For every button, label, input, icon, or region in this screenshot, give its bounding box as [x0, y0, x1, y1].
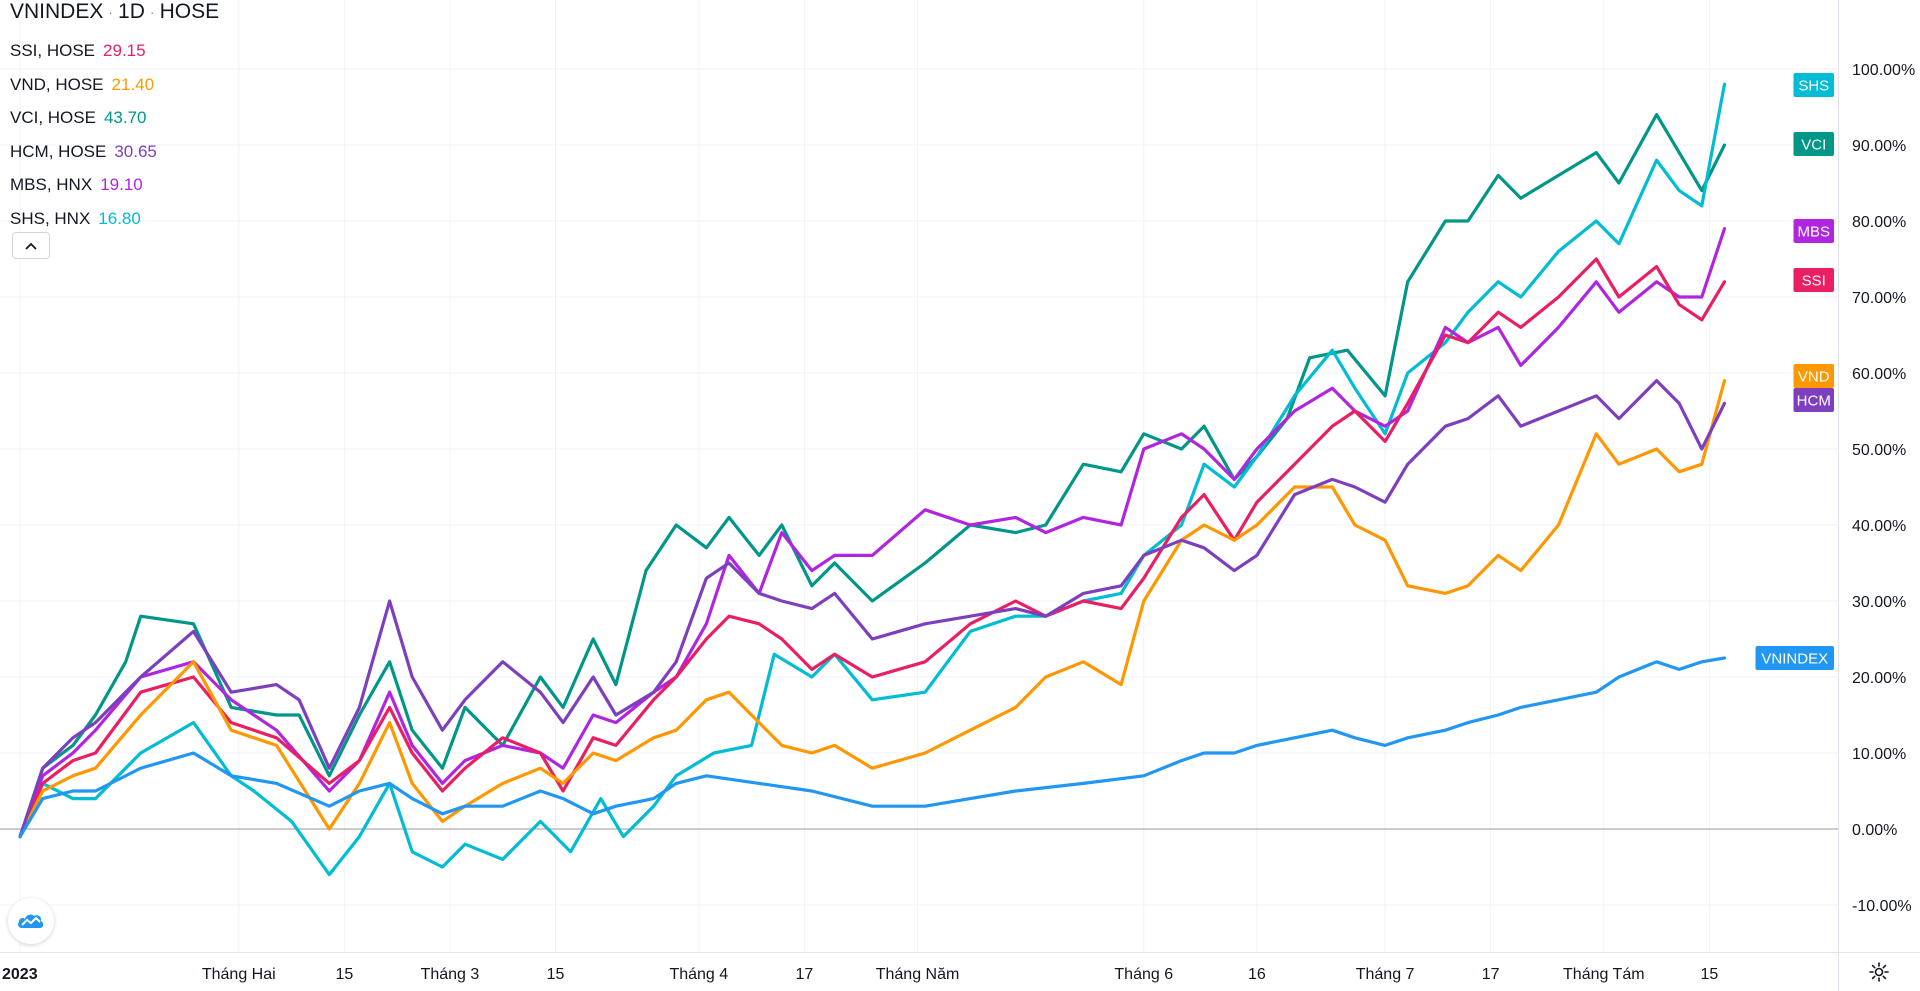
- y-tick-label: 60.00%: [1852, 366, 1906, 383]
- series-line-ssi: [18, 257, 1727, 839]
- series-end-label-bg-vci: [1793, 132, 1834, 156]
- separator-dot: ·: [149, 4, 155, 21]
- cloud-logo-icon: [18, 914, 44, 928]
- series-end-label-bg-ssi: [1793, 268, 1834, 292]
- x-tick-label: Tháng 4: [669, 966, 728, 983]
- series-end-label-ssi: SSI: [1802, 273, 1826, 290]
- x-tick-label: 2023: [2, 966, 38, 983]
- series-line-shs: [18, 82, 1727, 877]
- series-end-label-shs: SHS: [1798, 78, 1829, 95]
- series-end-label-mbs: MBS: [1797, 224, 1830, 241]
- x-tick-label: 15: [335, 966, 353, 983]
- separator-dot: ·: [108, 4, 114, 21]
- x-tick-label: 15: [1700, 966, 1718, 983]
- x-tick-label: 17: [1482, 966, 1500, 983]
- legend-series-name: SSI, HOSE: [10, 41, 96, 60]
- legend-row-vci[interactable]: VCI, HOSE 43.70: [10, 101, 219, 135]
- legend-series-value: 30.65: [114, 141, 157, 161]
- symbol-name: VNINDEX: [10, 0, 104, 23]
- series-line-vci: [18, 113, 1727, 839]
- legend-series-name: VCI, HOSE: [10, 108, 96, 127]
- series-line-vnindex: [18, 656, 1727, 839]
- x-tick-label: Tháng Hai: [202, 966, 276, 983]
- x-tick-label: Tháng Năm: [876, 966, 960, 983]
- legend-series-name: HCM, HOSE: [10, 141, 107, 161]
- y-tick-label: 80.00%: [1852, 214, 1906, 231]
- chart-legend: VNINDEX · 1D · HOSE SSI, HOSE 29.15 VND, HOSE…: [10, 0, 219, 235]
- main-symbol-row: VNINDEX · 1D · HOSE: [10, 0, 219, 24]
- series-end-label-vnd: VND: [1798, 369, 1830, 386]
- y-tick-label: 90.00%: [1852, 138, 1906, 155]
- legend-row-hcm[interactable]: HCM, HOSE 30.65: [10, 135, 219, 169]
- series-end-label-vci: VCI: [1801, 137, 1826, 154]
- series-end-label-bg-vnd: [1793, 364, 1834, 388]
- x-tick-label: 16: [1248, 966, 1266, 983]
- y-tick-label: 20.00%: [1852, 670, 1906, 687]
- legend-row-mbs[interactable]: MBS, HNX 19.10: [10, 168, 219, 202]
- x-tick-label: Tháng 3: [421, 966, 480, 983]
- y-tick-label: -10.00%: [1852, 898, 1912, 915]
- x-tick-label: 15: [547, 966, 565, 983]
- legend-series-value: 29.15: [103, 41, 146, 60]
- y-tick-label: 10.00%: [1852, 746, 1906, 763]
- exchange-label: HOSE: [159, 0, 220, 23]
- legend-series-name: MBS, HNX: [10, 175, 93, 194]
- legend-row-ssi[interactable]: SSI, HOSE 29.15: [10, 34, 219, 68]
- legend-row-vnd[interactable]: VND, HOSE 21.40: [10, 68, 219, 102]
- legend-series-name: VND, HOSE: [10, 74, 104, 94]
- legend-series-value: 16.80: [98, 208, 141, 228]
- x-tick-label: Tháng 7: [1356, 966, 1415, 983]
- tradingview-logo-button[interactable]: [8, 898, 54, 944]
- y-tick-label: 0.00%: [1852, 822, 1897, 839]
- collapse-legend-button[interactable]: [12, 232, 50, 259]
- series-end-label-bg-hcm: [1793, 388, 1834, 412]
- interval-label: 1D: [118, 0, 145, 23]
- series-line-hcm: [18, 379, 1727, 839]
- series-end-label-bg-mbs: [1793, 219, 1834, 243]
- chart-settings-button[interactable]: [1866, 959, 1892, 985]
- y-tick-label: 70.00%: [1852, 290, 1906, 307]
- x-tick-label: 17: [795, 966, 813, 983]
- legend-series-value: 19.10: [100, 175, 143, 194]
- y-tick-label: 100.00%: [1852, 62, 1915, 79]
- legend-series-name: SHS, HNX: [10, 208, 91, 228]
- chevron-up-icon: [25, 242, 37, 250]
- y-tick-label: 50.00%: [1852, 442, 1906, 459]
- gear-icon: [1869, 962, 1889, 982]
- legend-series-value: 43.70: [103, 108, 147, 127]
- legend-row-shs[interactable]: SHS, HNX 16.80: [10, 202, 219, 236]
- legend-series-value: 21.40: [111, 74, 155, 94]
- x-tick-label: Tháng 6: [1114, 966, 1173, 983]
- series-end-label-bg-vnindex: [1755, 646, 1834, 670]
- series-end-label-hcm: HCM: [1797, 393, 1831, 410]
- series-end-label-bg-shs: [1793, 73, 1834, 97]
- y-tick-label: 40.00%: [1852, 518, 1906, 535]
- series-end-label-vnindex: VNINDEX: [1761, 651, 1828, 668]
- series-line-vnd: [18, 379, 1727, 839]
- x-tick-label: Tháng Tám: [1563, 966, 1645, 983]
- y-tick-label: 30.00%: [1852, 594, 1906, 611]
